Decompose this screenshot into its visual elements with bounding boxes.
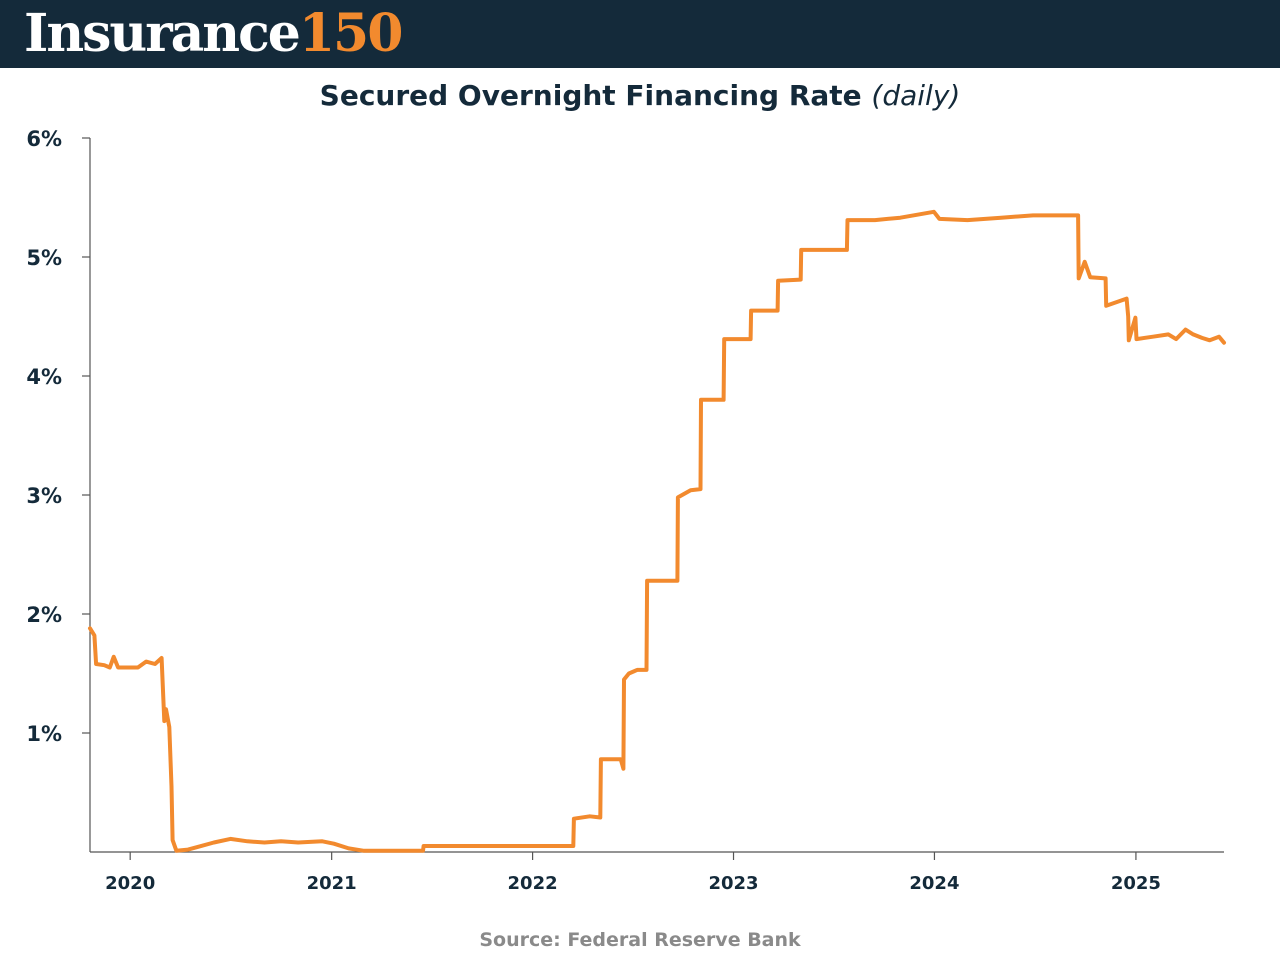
brand-logo: Insurance150 bbox=[24, 0, 404, 68]
y-tick-label: 3% bbox=[26, 484, 62, 508]
x-tick-label: 2020 bbox=[105, 873, 155, 894]
y-tick-label: 5% bbox=[26, 246, 62, 270]
x-tick-label: 2022 bbox=[508, 873, 558, 894]
source-note: Source: Federal Reserve Bank bbox=[479, 929, 801, 951]
chart-title-main: Secured Overnight Financing Rate bbox=[319, 79, 862, 112]
y-tick-label: 1% bbox=[26, 722, 62, 746]
brand-logo-number: 150 bbox=[298, 3, 404, 64]
x-tick-label: 2021 bbox=[307, 873, 357, 894]
y-tick-label: 6% bbox=[26, 127, 62, 151]
y-axis: 1% 2% 3% 4% 5% 6% bbox=[26, 127, 91, 852]
x-tick-label: 2025 bbox=[1111, 873, 1161, 894]
chart-subtitle: (daily) bbox=[871, 79, 961, 112]
chart-title: Secured Overnight Financing Rate (daily) bbox=[0, 76, 1280, 116]
series-layer bbox=[88, 209, 1226, 853]
y-tick-label: 4% bbox=[26, 365, 62, 389]
x-tick-label: 2024 bbox=[909, 873, 959, 894]
x-axis: 2020 2021 2022 2023 2024 2025 bbox=[90, 851, 1224, 894]
x-tick-label: 2023 bbox=[708, 873, 758, 894]
header-bar: Insurance150 bbox=[0, 0, 1280, 68]
brand-logo-word: Insurance bbox=[24, 3, 301, 64]
series-line-0 bbox=[88, 209, 1226, 853]
y-tick-label: 2% bbox=[26, 603, 62, 627]
